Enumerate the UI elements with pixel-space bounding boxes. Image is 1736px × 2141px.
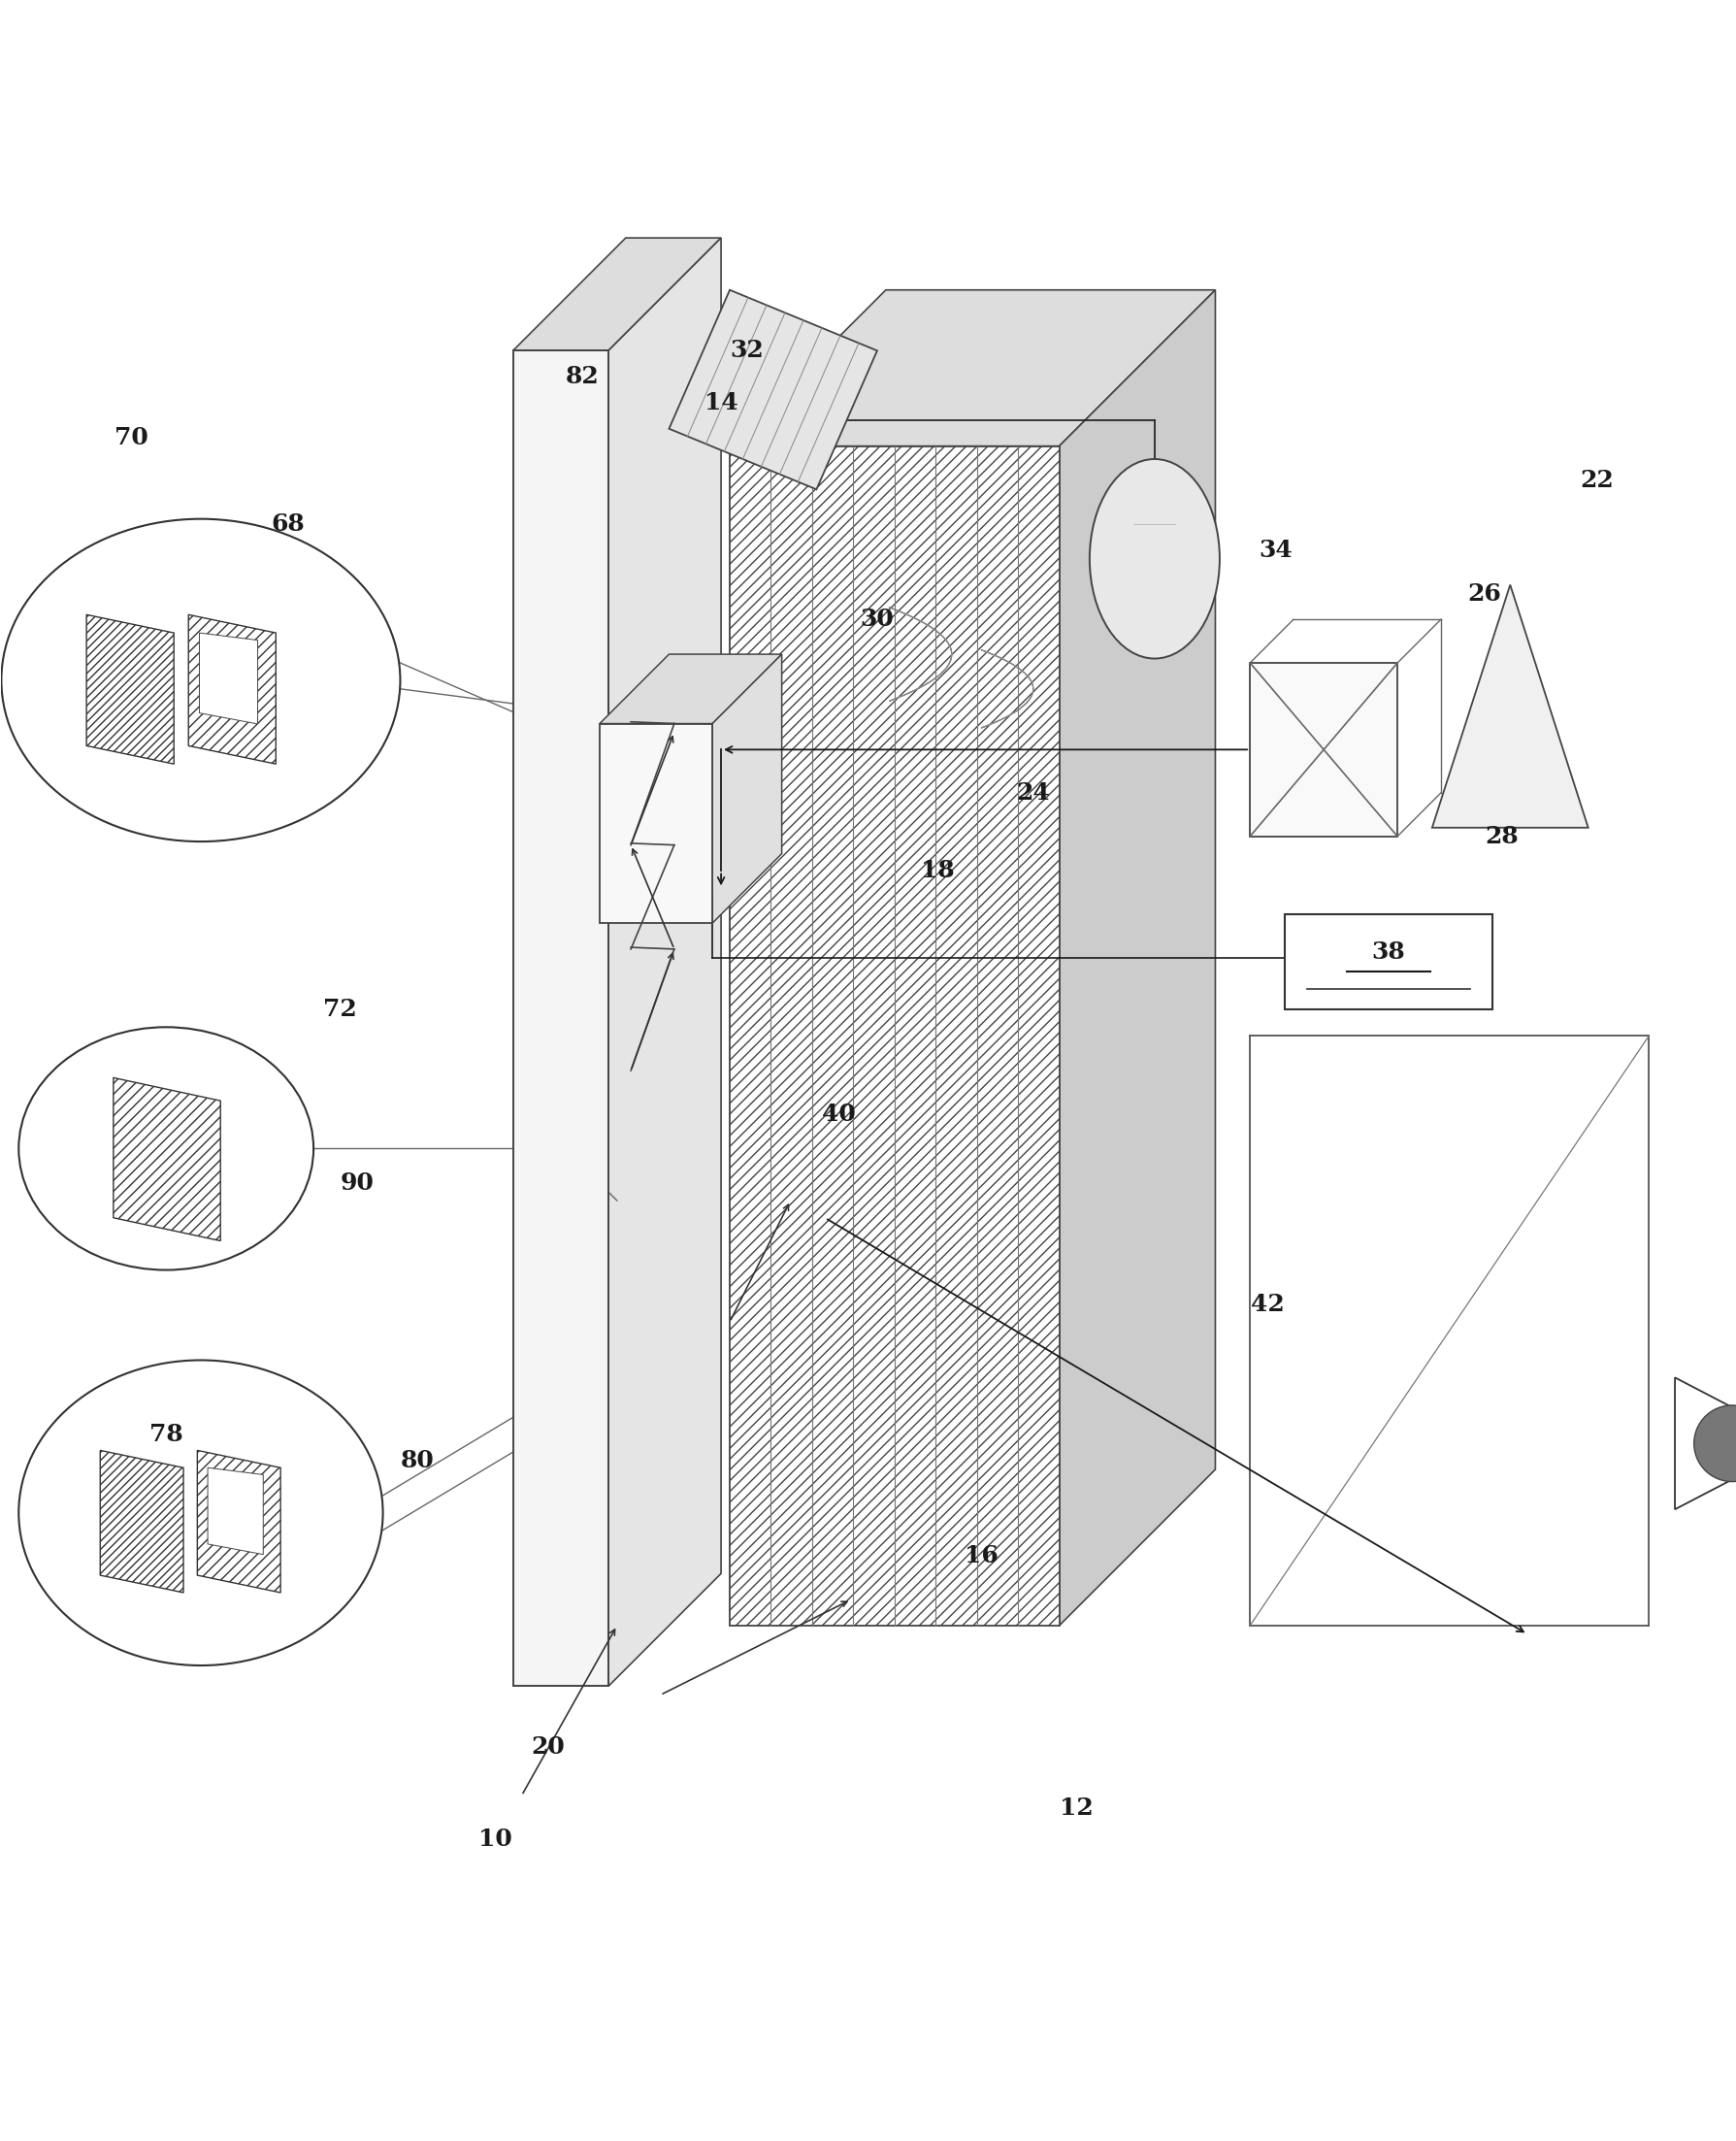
Text: 90: 90	[340, 1171, 373, 1195]
Text: 22: 22	[1580, 469, 1613, 492]
Polygon shape	[189, 614, 276, 764]
Text: 82: 82	[566, 364, 599, 388]
Text: 26: 26	[1467, 582, 1500, 606]
Polygon shape	[113, 1077, 220, 1242]
Text: 10: 10	[479, 1826, 512, 1850]
Text: 24: 24	[1016, 781, 1050, 805]
Text: 38: 38	[1371, 940, 1404, 963]
Polygon shape	[1285, 914, 1491, 1011]
Polygon shape	[512, 238, 720, 351]
Ellipse shape	[2, 518, 399, 841]
Text: 14: 14	[703, 392, 738, 415]
Polygon shape	[729, 289, 1215, 445]
Ellipse shape	[1088, 458, 1219, 659]
Text: 70: 70	[115, 426, 148, 450]
Text: 72: 72	[323, 998, 356, 1021]
Text: 32: 32	[729, 338, 764, 362]
Polygon shape	[712, 655, 781, 923]
Polygon shape	[599, 724, 712, 923]
Polygon shape	[1059, 289, 1215, 1625]
Polygon shape	[200, 634, 257, 724]
Polygon shape	[1674, 1377, 1736, 1509]
Text: 78: 78	[149, 1424, 182, 1447]
Polygon shape	[668, 289, 877, 490]
Polygon shape	[87, 614, 174, 764]
Polygon shape	[599, 655, 781, 724]
Text: 16: 16	[963, 1544, 998, 1567]
Text: 28: 28	[1484, 824, 1517, 848]
Ellipse shape	[19, 1028, 312, 1270]
Text: 34: 34	[1259, 540, 1292, 561]
Text: 20: 20	[531, 1736, 564, 1758]
Text: 30: 30	[859, 608, 894, 632]
Text: 68: 68	[271, 512, 304, 535]
Polygon shape	[608, 238, 720, 1687]
Polygon shape	[1250, 664, 1397, 837]
Polygon shape	[101, 1449, 184, 1593]
Circle shape	[1693, 1404, 1736, 1482]
Polygon shape	[208, 1469, 264, 1554]
Polygon shape	[1430, 584, 1587, 829]
Text: 18: 18	[920, 859, 955, 882]
Polygon shape	[729, 445, 1059, 1625]
Text: 42: 42	[1250, 1293, 1283, 1317]
Text: 12: 12	[1059, 1796, 1094, 1820]
Polygon shape	[198, 1449, 281, 1593]
Ellipse shape	[19, 1360, 382, 1666]
Polygon shape	[512, 351, 608, 1687]
Text: 80: 80	[401, 1449, 434, 1473]
Text: 40: 40	[821, 1103, 856, 1126]
